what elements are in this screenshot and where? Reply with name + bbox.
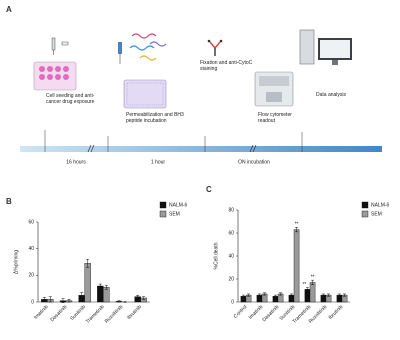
legend-label: NALM-6	[169, 202, 188, 208]
bar	[293, 229, 300, 303]
error-bar	[117, 300, 121, 303]
y-tick-label: 0	[231, 299, 234, 305]
x-tick-label: Trametinib	[85, 304, 106, 325]
error-bar	[86, 259, 90, 268]
error-bar	[321, 293, 325, 297]
error-bar	[136, 295, 140, 299]
timeline-label: 16 hours	[66, 159, 86, 165]
legend-swatch	[361, 201, 369, 209]
error-bar	[289, 293, 293, 297]
step-label: Fixation and anti-CytoC staining	[200, 60, 253, 72]
well-plate-icon	[33, 61, 77, 91]
error-bar	[337, 293, 341, 297]
panel-label: A	[6, 5, 12, 14]
x-tick-label: Ibrutinib	[126, 304, 143, 321]
error-bar	[327, 293, 331, 297]
computer-icon	[299, 29, 352, 65]
legend-label: SEM	[169, 211, 180, 217]
x-tick-label: Dasatinib	[261, 304, 280, 323]
x-tick-label: Control	[233, 304, 249, 320]
timeline-label: 1 hour	[151, 159, 166, 165]
error-bar	[42, 297, 46, 302]
pipette-icon	[118, 42, 122, 64]
error-bar	[48, 296, 52, 303]
error-bar	[305, 287, 309, 292]
error-bar	[67, 299, 71, 303]
legend-swatch	[159, 210, 167, 218]
y-axis-label: %Cell death	[213, 242, 219, 269]
x-tick-label: Dasatinib	[49, 304, 68, 323]
y-axis-label: Δ%priming	[13, 250, 19, 274]
step-label: Flow cytometer readout	[258, 112, 292, 124]
error-bar	[273, 294, 277, 298]
error-bar	[61, 298, 65, 303]
step-label: Permeabilization and BH3 peptide incubat…	[126, 112, 184, 124]
y-tick-label: 40	[228, 253, 234, 259]
panel-label: B	[6, 197, 12, 206]
bar	[84, 263, 91, 303]
error-bar	[80, 292, 84, 299]
step-label: Data analysis	[316, 92, 347, 98]
legend-swatch	[361, 210, 369, 218]
panel-label: C	[206, 185, 212, 194]
significance: **	[295, 222, 299, 228]
x-tick-label: Imatinib	[33, 304, 50, 321]
error-bar	[98, 283, 102, 289]
error-bar	[295, 227, 299, 233]
error-bar	[142, 296, 146, 300]
timeline	[20, 130, 382, 153]
error-bar	[279, 292, 283, 296]
x-tick-label: Ruxolitinib	[104, 304, 125, 325]
error-bar	[123, 301, 127, 303]
antibody-icon	[207, 39, 223, 56]
x-tick-label: Ibrutinib	[328, 304, 345, 321]
y-tick-label: 40	[28, 246, 34, 252]
significance: **	[311, 274, 315, 280]
error-bar	[343, 293, 347, 297]
cytometer-icon	[254, 71, 294, 107]
syringe-icon	[51, 37, 69, 55]
peptide-icon	[129, 33, 167, 61]
y-tick-label: 60	[228, 230, 234, 236]
y-tick-label: 0	[31, 299, 34, 305]
error-bar	[311, 279, 315, 285]
y-tick-label: 20	[228, 276, 234, 282]
y-tick-label: 20	[28, 273, 34, 279]
step-label: Cell seeding and anti-cancer drug exposu…	[46, 93, 95, 105]
timeline-label: ON incubation	[238, 159, 270, 165]
error-bar	[257, 293, 261, 297]
significance: **	[302, 282, 306, 288]
legend-swatch	[159, 201, 167, 209]
error-bar	[241, 294, 245, 298]
error-bar	[247, 293, 251, 297]
y-tick-label: 80	[228, 207, 234, 213]
purple-plate-icon	[123, 79, 167, 109]
legend-label: SEM	[371, 211, 382, 217]
legend-label: NALM-6	[371, 202, 390, 208]
x-tick-label: Sunitinib	[69, 304, 87, 322]
error-bar	[263, 292, 267, 296]
y-tick-label: 60	[28, 219, 34, 225]
bar	[309, 282, 316, 303]
bar	[97, 285, 104, 303]
error-bar	[104, 285, 108, 290]
